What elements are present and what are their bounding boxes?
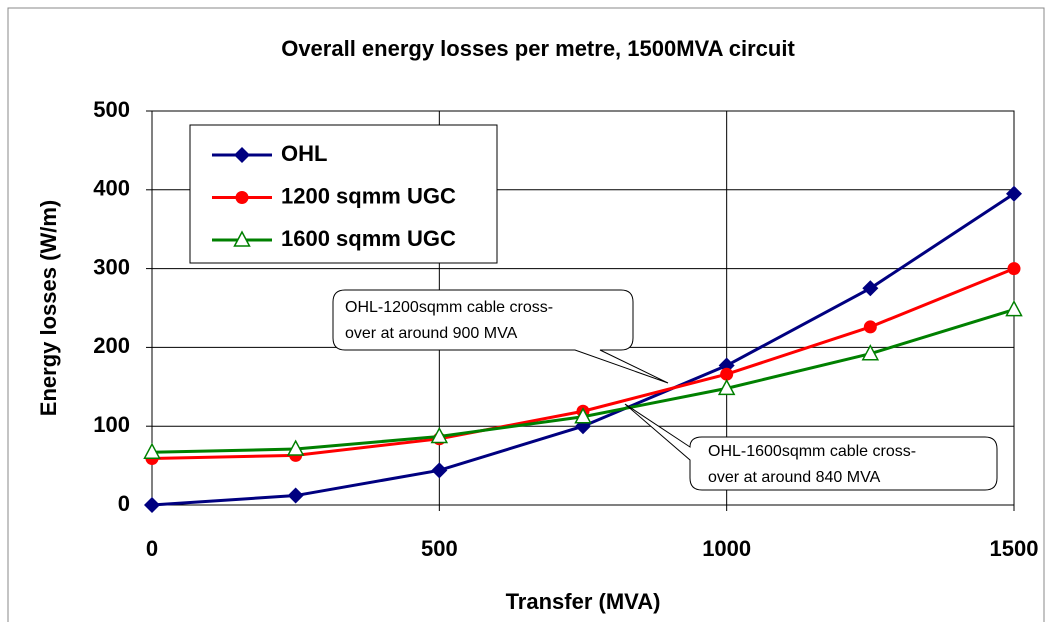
marker (233, 230, 251, 247)
callout-box (624, 403, 998, 491)
y-tick-label: 0 (118, 491, 130, 516)
y-tick-label: 500 (93, 97, 130, 122)
annotation: over at around 900 MVA (345, 325, 518, 342)
marker (861, 344, 880, 361)
chart-frame (7, 7, 1045, 622)
y-axis-label: Energy losses (W/m) (36, 200, 61, 416)
marker (1005, 299, 1023, 317)
marker (1007, 262, 1021, 276)
y-tick-label: 300 (93, 254, 130, 279)
callouts: OHL-1200sqmm cable cross- over at around… (332, 289, 998, 491)
annotation: over at around 840 MVA (708, 469, 881, 486)
marker (862, 280, 879, 297)
marker (235, 191, 249, 204)
marker (1006, 185, 1022, 202)
x-axis-label: Transfer (MVA) (506, 589, 661, 614)
marker (863, 320, 877, 334)
legend-label: OHL (281, 141, 327, 166)
marker (286, 439, 305, 456)
x-tick-label: 500 (421, 536, 458, 561)
y-tick-label: 100 (93, 412, 130, 437)
callout-box (332, 289, 669, 384)
marker (431, 462, 448, 479)
marker (574, 407, 592, 424)
marker (720, 367, 734, 381)
x-tick-label: 1500 (990, 536, 1039, 561)
legend-label: 1600 sqmm UGC (281, 226, 456, 251)
annotation: OHL-1600sqmm cable cross- (708, 443, 916, 460)
marker (143, 442, 161, 459)
marker (287, 487, 304, 504)
marker (717, 378, 736, 396)
y-tick-label: 400 (93, 176, 130, 201)
legend: OHL 1200 sqmm UGC 1600 sqmm UGC (189, 124, 498, 264)
x-tick-label: 0 (146, 536, 158, 561)
chart-title: Overall energy losses per metre, 1500MVA… (281, 36, 795, 61)
marker (234, 147, 250, 163)
marker (144, 497, 160, 513)
legend-label: 1200 sqmm UGC (281, 183, 456, 208)
marker (430, 426, 449, 444)
y-tick-label: 200 (93, 333, 130, 358)
x-tick-label: 1000 (702, 536, 751, 561)
annotation: OHL-1200sqmm cable cross- (345, 299, 553, 316)
